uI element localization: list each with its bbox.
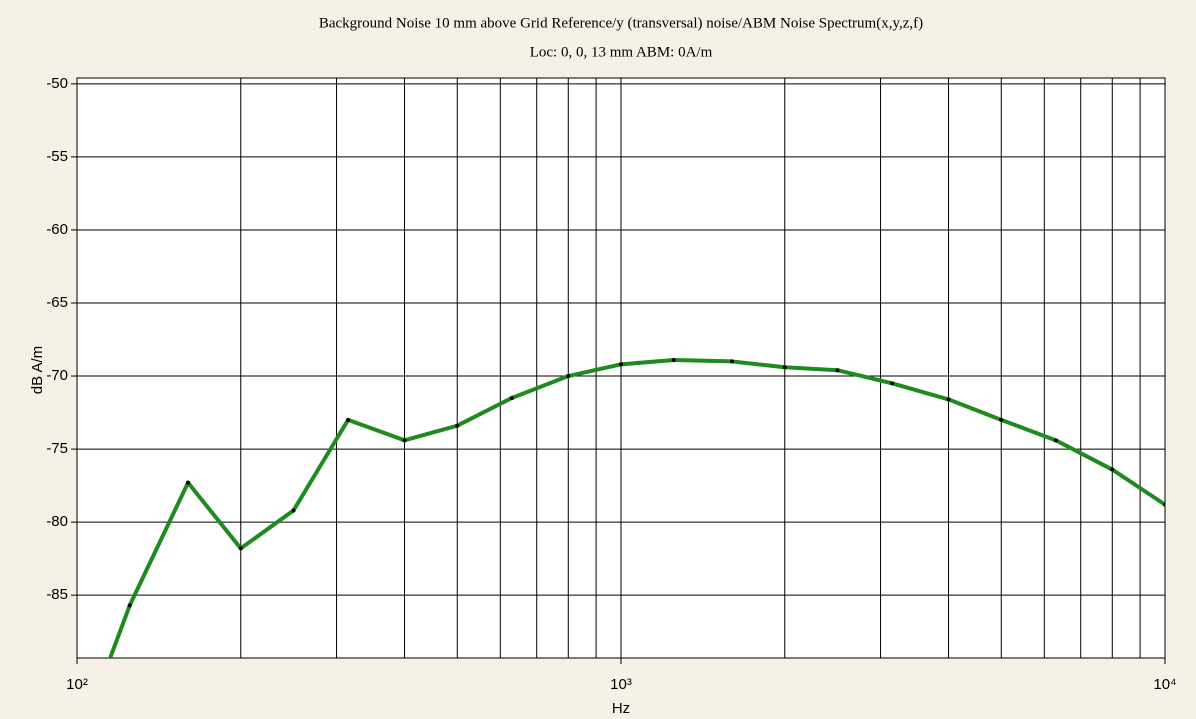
data-point	[1163, 502, 1165, 507]
data-point	[402, 438, 407, 443]
x-tick-label: 10²	[66, 676, 88, 693]
data-point	[999, 417, 1004, 422]
y-tick-label: -85	[46, 586, 68, 603]
data-point	[566, 374, 571, 379]
data-point	[671, 357, 676, 362]
y-tick-label: -60	[46, 221, 68, 238]
x-tick-label: 10³	[610, 676, 632, 693]
y-axis-label: dB A/m	[29, 346, 46, 394]
data-point	[782, 365, 787, 370]
y-tick-label: -75	[46, 440, 68, 457]
y-tick-label: -50	[46, 75, 68, 92]
data-point	[946, 397, 951, 402]
data-point	[455, 423, 460, 428]
y-tick-label: -70	[46, 367, 68, 384]
chart-subtitle: Loc: 0, 0, 13 mm ABM: 0A/m	[530, 44, 713, 60]
data-point	[238, 546, 243, 551]
y-tick-label: -65	[46, 294, 68, 311]
data-point	[509, 395, 514, 400]
data-point	[186, 480, 191, 485]
data-point	[890, 381, 895, 386]
data-point	[291, 508, 296, 513]
data-point	[127, 603, 132, 608]
plot-border	[76, 77, 1166, 659]
y-tick-label: -80	[46, 513, 68, 530]
data-point	[346, 417, 351, 422]
x-tick-label: 10⁴	[1153, 676, 1176, 693]
data-point	[835, 368, 840, 373]
data-point	[1110, 467, 1115, 472]
chart-title: Background Noise 10 mm above Grid Refere…	[319, 15, 923, 31]
data-point	[730, 359, 735, 364]
data-point	[1053, 438, 1058, 443]
y-tick-label: -55	[46, 148, 68, 165]
data-point	[619, 362, 623, 367]
x-axis-label: Hz	[612, 700, 630, 717]
series-group	[108, 357, 1165, 658]
